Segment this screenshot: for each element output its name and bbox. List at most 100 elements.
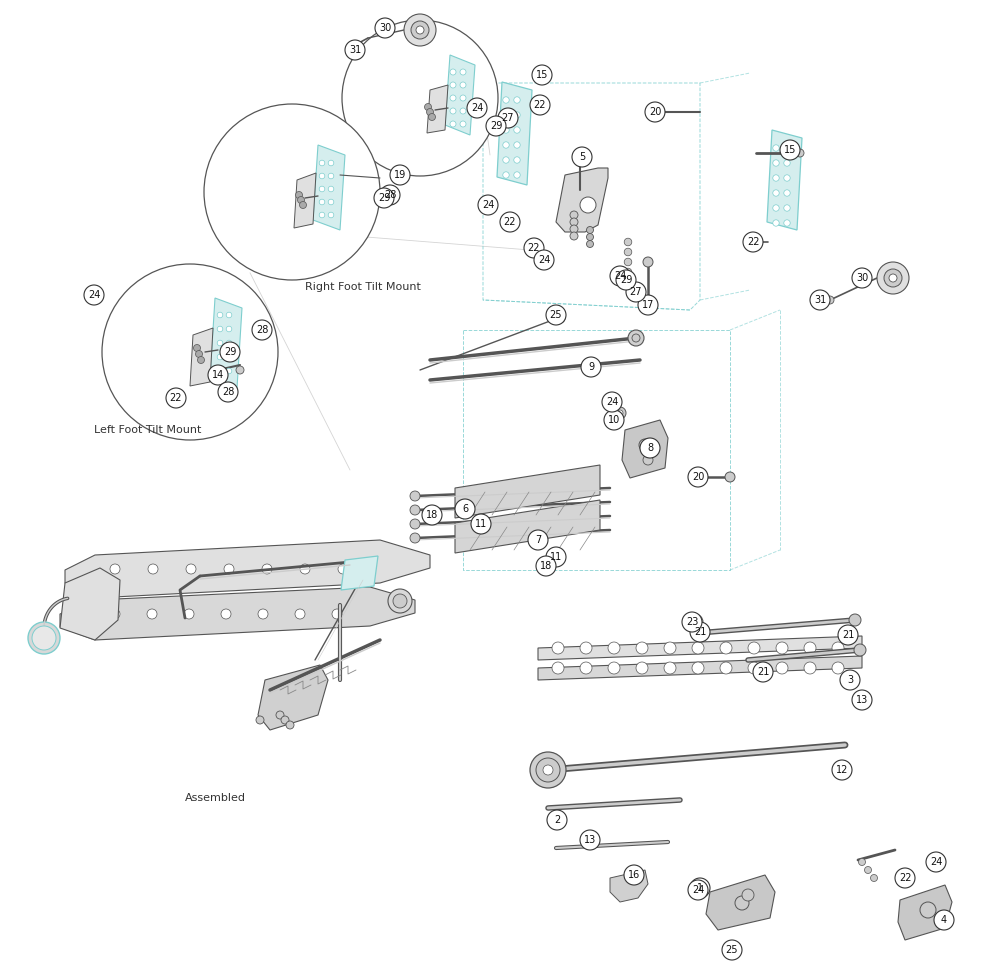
- Circle shape: [217, 340, 223, 346]
- Circle shape: [546, 305, 566, 325]
- Polygon shape: [190, 328, 213, 386]
- Circle shape: [664, 662, 676, 674]
- Circle shape: [748, 642, 760, 654]
- Circle shape: [840, 670, 860, 690]
- Circle shape: [166, 388, 186, 408]
- Circle shape: [295, 609, 305, 619]
- Circle shape: [352, 42, 358, 49]
- Text: 24: 24: [538, 255, 550, 265]
- Text: 23: 23: [686, 617, 698, 627]
- Circle shape: [895, 868, 915, 888]
- Circle shape: [580, 197, 596, 213]
- Circle shape: [614, 407, 626, 419]
- Circle shape: [262, 564, 272, 574]
- Text: 24: 24: [88, 290, 100, 300]
- Circle shape: [638, 295, 658, 315]
- Text: 22: 22: [534, 100, 546, 110]
- Text: 20: 20: [649, 107, 661, 117]
- Circle shape: [854, 644, 866, 656]
- Circle shape: [300, 564, 310, 574]
- Polygon shape: [767, 130, 802, 230]
- Circle shape: [388, 589, 412, 613]
- Circle shape: [643, 257, 653, 267]
- Polygon shape: [65, 540, 430, 598]
- Circle shape: [743, 232, 763, 252]
- Text: 30: 30: [856, 273, 868, 283]
- Circle shape: [217, 368, 223, 374]
- Circle shape: [852, 690, 872, 710]
- Text: 7: 7: [535, 535, 541, 545]
- Polygon shape: [497, 82, 532, 185]
- Circle shape: [186, 564, 196, 574]
- Circle shape: [221, 609, 231, 619]
- Text: 31: 31: [814, 295, 826, 305]
- Circle shape: [580, 662, 592, 674]
- Circle shape: [503, 156, 509, 163]
- Circle shape: [864, 866, 872, 874]
- Circle shape: [581, 357, 601, 377]
- Circle shape: [102, 264, 278, 440]
- Polygon shape: [455, 465, 600, 518]
- Circle shape: [810, 290, 830, 310]
- Circle shape: [217, 327, 223, 331]
- Circle shape: [217, 312, 223, 318]
- Circle shape: [460, 69, 466, 75]
- Circle shape: [236, 366, 244, 374]
- Polygon shape: [60, 568, 120, 640]
- Polygon shape: [610, 870, 648, 902]
- Circle shape: [500, 212, 520, 232]
- Circle shape: [773, 159, 779, 166]
- Circle shape: [220, 342, 240, 362]
- Circle shape: [404, 14, 436, 46]
- Circle shape: [332, 609, 342, 619]
- Circle shape: [252, 320, 272, 340]
- Circle shape: [753, 662, 773, 682]
- Circle shape: [690, 878, 710, 898]
- Circle shape: [784, 145, 790, 152]
- Circle shape: [328, 160, 334, 166]
- Circle shape: [572, 147, 592, 167]
- Polygon shape: [294, 173, 316, 228]
- Polygon shape: [538, 636, 862, 660]
- Circle shape: [852, 268, 872, 288]
- Text: 24: 24: [692, 885, 704, 895]
- Circle shape: [692, 642, 704, 654]
- Text: 5: 5: [579, 152, 585, 162]
- Circle shape: [617, 410, 623, 416]
- Text: 28: 28: [222, 387, 234, 397]
- Circle shape: [428, 114, 436, 121]
- Circle shape: [643, 455, 653, 465]
- Circle shape: [858, 858, 866, 865]
- Circle shape: [410, 533, 420, 543]
- Circle shape: [624, 268, 632, 276]
- Text: 29: 29: [224, 347, 236, 357]
- Circle shape: [636, 642, 648, 654]
- Circle shape: [380, 185, 400, 205]
- Circle shape: [691, 618, 699, 626]
- Circle shape: [543, 765, 553, 775]
- Circle shape: [217, 354, 223, 360]
- Circle shape: [478, 195, 498, 215]
- Circle shape: [328, 199, 334, 205]
- Text: 15: 15: [536, 70, 548, 80]
- Text: 27: 27: [502, 113, 514, 123]
- Text: 16: 16: [628, 870, 640, 880]
- Circle shape: [218, 382, 238, 402]
- Polygon shape: [538, 656, 862, 680]
- Circle shape: [338, 564, 348, 574]
- Circle shape: [690, 622, 710, 642]
- Circle shape: [32, 626, 56, 650]
- Polygon shape: [258, 665, 328, 730]
- Circle shape: [375, 18, 395, 38]
- Circle shape: [773, 190, 779, 196]
- Circle shape: [570, 218, 578, 226]
- Circle shape: [687, 614, 703, 630]
- Circle shape: [204, 104, 380, 280]
- Circle shape: [110, 609, 120, 619]
- Circle shape: [552, 662, 564, 674]
- Circle shape: [742, 889, 754, 901]
- Polygon shape: [556, 168, 608, 232]
- Polygon shape: [60, 587, 415, 640]
- Circle shape: [416, 26, 424, 34]
- Circle shape: [832, 642, 844, 654]
